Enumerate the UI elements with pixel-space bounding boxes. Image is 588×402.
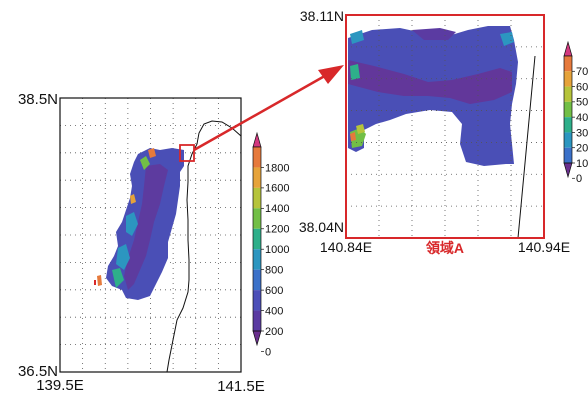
main-colorbar-tick-label: 1200 bbox=[265, 224, 289, 236]
main-colorbar-segment bbox=[253, 290, 261, 311]
main-map-frame bbox=[59, 97, 242, 373]
main-raster-hot-spot bbox=[97, 275, 102, 286]
main-colorbar-segment bbox=[253, 208, 261, 229]
inset-lon-left-label: 140.84E bbox=[320, 239, 372, 255]
inset-colorbar-frame bbox=[563, 55, 573, 164]
inset-colorbar-segment bbox=[564, 71, 572, 87]
region-a-inset: 38.11N 38.04N 140.84E 140.94E 領域A bbox=[299, 8, 570, 256]
region-a-label: 領域A bbox=[426, 240, 464, 256]
main-lon-left-label: 139.5E bbox=[36, 377, 84, 394]
inset-colorbar-max-extension bbox=[563, 40, 573, 57]
main-colorbar-segment bbox=[253, 310, 261, 331]
main-colorbar-segment bbox=[253, 167, 261, 188]
inset-raster-patch bbox=[350, 30, 364, 44]
inset-raster-band bbox=[348, 60, 512, 104]
zoom-arrow bbox=[193, 65, 344, 152]
main-raster-patch bbox=[140, 156, 150, 170]
main-colorbar-segment bbox=[253, 187, 261, 209]
main-colorbar-tick-label: 400 bbox=[265, 305, 283, 317]
main-colorbar-tick-label: 1400 bbox=[265, 203, 289, 215]
inset-colorbar-segment bbox=[564, 117, 572, 133]
main-colorbar-segment bbox=[253, 249, 261, 270]
inset-raster-patch bbox=[500, 32, 514, 46]
main-raster-hot-spot bbox=[130, 194, 136, 204]
inset-colorbar: 70 60 50 40 30 20 10 0 bbox=[563, 40, 588, 185]
main-raster-patch bbox=[112, 268, 124, 288]
inset-colorbar-segment bbox=[564, 86, 572, 102]
main-raster-patch bbox=[126, 212, 138, 236]
region-a-highlight-box bbox=[179, 144, 195, 162]
main-colorbar-segment bbox=[253, 269, 261, 291]
main-raster-core bbox=[124, 164, 168, 290]
inset-colorbar-segment bbox=[564, 132, 572, 148]
main-colorbar-max-extension bbox=[252, 131, 262, 148]
inset-graticule bbox=[346, 15, 544, 238]
main-colorbar-frame bbox=[252, 146, 262, 332]
main-colorbar-tick-label: 200 bbox=[265, 326, 283, 338]
inset-colorbar-tick-label: 30 bbox=[576, 127, 588, 139]
inset-colorbar-segment bbox=[564, 101, 572, 118]
main-map-graticule bbox=[60, 98, 241, 372]
inset-colorbar-segment bbox=[564, 147, 572, 163]
main-colorbar: 1800 1600 1400 1200 1000 800 600 400 200 0 bbox=[252, 131, 289, 358]
inset-colorbar-tick-label: 40 bbox=[576, 112, 588, 124]
inset-colorbar-tick-label: 0 bbox=[576, 173, 582, 185]
main-raster-hot-spot bbox=[94, 280, 96, 285]
inset-lat-top-label: 38.11N bbox=[300, 8, 344, 24]
main-colorbar-tick-label: 0 bbox=[265, 346, 271, 358]
inset-colorbar-min-extension bbox=[563, 162, 573, 179]
main-colorbar-tick-label: 1000 bbox=[265, 244, 289, 256]
inset-raster-hot-spot bbox=[350, 132, 356, 141]
inset-raster-patch bbox=[350, 64, 360, 80]
main-map: 38.5N 36.5N 139.5E 141.5E bbox=[18, 91, 265, 395]
zoom-arrow-head bbox=[318, 65, 344, 84]
main-colorbar-min-extension bbox=[252, 330, 262, 347]
main-raster-patch bbox=[116, 244, 130, 270]
main-lon-right-label: 141.5E bbox=[217, 378, 265, 395]
inset-colorbar-tick-label: 20 bbox=[576, 143, 588, 155]
inset-frame bbox=[345, 14, 545, 239]
main-colorbar-segment bbox=[253, 228, 261, 250]
main-lat-top-label: 38.5N bbox=[18, 91, 58, 108]
inset-raster bbox=[348, 26, 518, 166]
zoom-arrow-line bbox=[193, 71, 331, 152]
inset-colorbar-tick-label: 70 bbox=[576, 66, 588, 78]
main-colorbar-tick-label: 1800 bbox=[265, 162, 289, 174]
main-colorbar-tick-label: 600 bbox=[265, 285, 283, 297]
inset-colorbar-tick-label: 50 bbox=[576, 97, 588, 109]
main-map-raster bbox=[94, 148, 184, 300]
inset-colorbar-tick-label: 10 bbox=[576, 158, 588, 170]
inset-lon-right-label: 140.94E bbox=[518, 239, 570, 255]
main-raster-hot-spot bbox=[148, 148, 156, 158]
main-lat-bottom-label: 36.5N bbox=[18, 363, 58, 380]
inset-lat-bottom-label: 38.04N bbox=[299, 219, 344, 235]
inset-colorbar-tick-label: 60 bbox=[576, 81, 588, 93]
main-colorbar-tick-label: 800 bbox=[265, 265, 283, 277]
inset-coastline bbox=[517, 55, 536, 239]
main-colorbar-tick-label: 1600 bbox=[265, 183, 289, 195]
main-coastline bbox=[166, 120, 242, 373]
inset-raster-patch bbox=[356, 124, 365, 134]
inset-colorbar-segment bbox=[564, 56, 572, 72]
main-colorbar-segment bbox=[253, 147, 261, 168]
